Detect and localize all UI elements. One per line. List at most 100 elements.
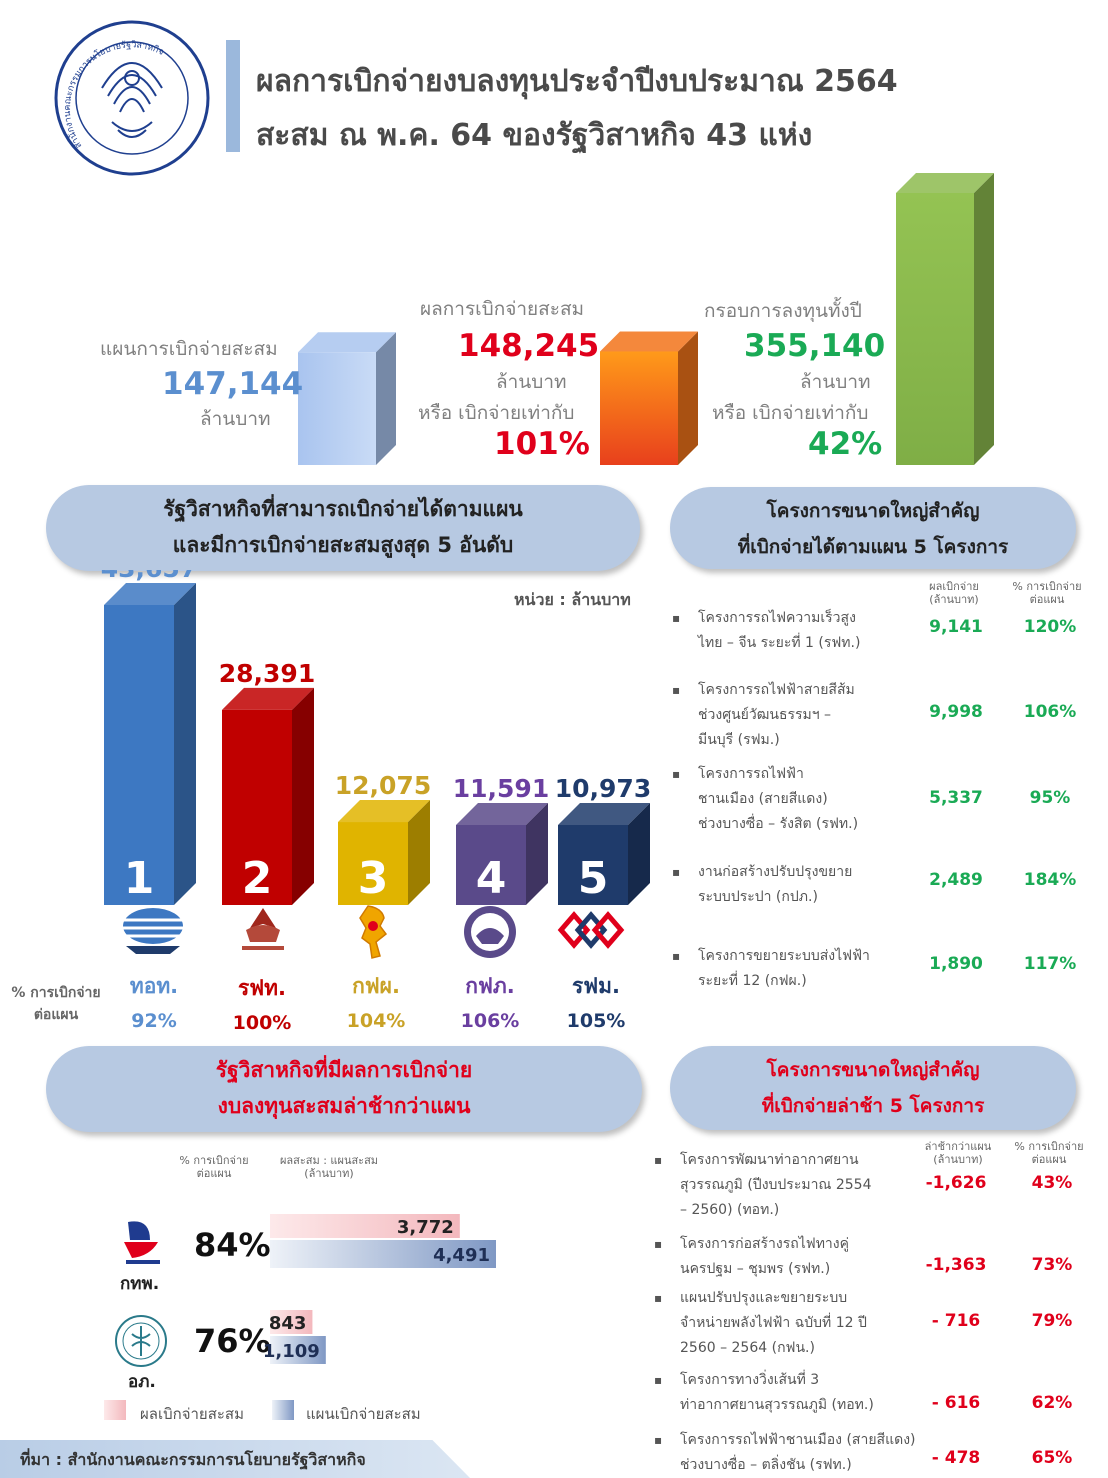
actual-or-label: หรือ เบิกจ่ายเท่ากับ xyxy=(418,402,575,424)
footer-source: ที่มา : สำนักงานคณะกรรมการนโยบายรัฐวิสาห… xyxy=(20,1450,366,1469)
delayed-proj-col1-header: ล่าช้ากว่าแผน (ล้านบาท) xyxy=(918,1140,998,1166)
big_delayed-item-line: ท่าอากาศยานสุวรรณภูมิ (ทอท.) xyxy=(680,1397,874,1413)
big_delayed-item-value: - 478 xyxy=(931,1448,981,1468)
summary-bar-total-top xyxy=(896,173,994,193)
big_delayed-item-line: โครงการทางวิ่งเส้นที่ 3 xyxy=(680,1372,820,1388)
delayed-actual-bar-2 xyxy=(270,1310,313,1334)
big_delayed-item-pct: 62% xyxy=(1031,1393,1073,1413)
big_on_plan-item-line: มีนบุรี (รฟม.) xyxy=(698,732,780,748)
big_delayed-item-line: โครงการก่อสร้างรถไฟทางคู่ xyxy=(680,1236,849,1252)
plan-unit: ล้านบาท xyxy=(200,408,271,430)
summary-bar-actual-side xyxy=(678,331,698,465)
big_on_plan-item-pct: 184% xyxy=(1023,870,1077,890)
big_on_plan-item-pct: 106% xyxy=(1023,702,1077,722)
summary-chart xyxy=(298,173,994,465)
delayed-proj-col2-line1: % การเบิกจ่าย xyxy=(1014,1140,1084,1153)
exat-logo xyxy=(124,1221,160,1264)
top5-bar-4 xyxy=(456,825,526,905)
top5-bar-1-side xyxy=(174,583,196,905)
big_delayed-item-value: -1,626 xyxy=(925,1173,987,1193)
delayed-plan-label-2: 1,109 xyxy=(263,1341,320,1362)
delayed-chart: 3,772 4,491 843 1,109 xyxy=(263,1214,496,1364)
big_delayed-item-line: 2560 – 2564 (กฟน.) xyxy=(680,1340,815,1356)
abbr-srt: รฟท. xyxy=(238,976,286,1000)
summary-bar-total xyxy=(896,193,974,465)
title-accent-bar xyxy=(226,40,240,152)
top5-bar-5 xyxy=(558,825,628,905)
delayed-col2-line1: ผลสะสม : แผนสะสม xyxy=(279,1154,379,1167)
top5-bar-2 xyxy=(222,709,292,905)
big_on_plan-item-line: ช่วงศูนย์วัฒนธรรมฯ – xyxy=(698,707,832,723)
bullet-icon: ▪ xyxy=(654,1153,663,1167)
delayed-title-pill: รัฐวิสาหกิจที่มีผลการเบิกจ่าย งบลงทุนสะส… xyxy=(46,1046,642,1132)
pea-logo xyxy=(464,906,516,958)
big_delayed-item-text: โครงการพัฒนาท่าอากาศยาน สุวรรณภูมิ (ปีงบป… xyxy=(680,1148,880,1223)
actual-unit: ล้านบาท xyxy=(496,371,567,393)
top5-bar-2-top xyxy=(222,687,314,710)
bullet-icon: ▪ xyxy=(672,865,681,879)
summary-bar-plan xyxy=(298,352,376,465)
on-plan-col2-header: % การเบิกจ่าย ต่อแผน xyxy=(1002,580,1092,606)
abbr-exat: กทพ. xyxy=(120,1274,160,1294)
pct-egat: 104% xyxy=(346,1010,406,1032)
total-unit: ล้านบาท xyxy=(800,371,871,393)
top5-value-label-5: 10,973 xyxy=(555,774,651,803)
srt-logo xyxy=(242,908,284,950)
big_on_plan-item-line: งานก่อสร้างปรับปรุงขยาย xyxy=(698,864,853,880)
big_on_plan-item-line: โครงการรถไฟฟ้า xyxy=(698,766,804,782)
pct-mrta: 105% xyxy=(566,1010,626,1032)
pct-row-label: % การเบิกจ่าย ต่อแผน xyxy=(6,982,106,1026)
sepo-logo: สำนักงานคณะกรรมการนโยบายรัฐวิสาหกิจ xyxy=(54,20,210,176)
delayed-col1-line1: % การเบิกจ่าย xyxy=(179,1154,249,1167)
big-delayed-title-line2: ที่เบิกจ่ายล่าช้า 5 โครงการ xyxy=(761,1095,985,1117)
big_on_plan-item-value: 5,337 xyxy=(929,788,983,808)
delayed-actual-label-1: 3,772 xyxy=(397,1217,454,1238)
plan-value: 147,144 xyxy=(162,366,304,402)
legend-plan-swatch xyxy=(272,1400,294,1420)
bullet-icon: ▪ xyxy=(672,767,681,781)
footer-strip xyxy=(0,1440,470,1478)
delayed-plan-bar-2 xyxy=(270,1336,326,1364)
big_delayed-item-line: จำหน่ายพลังไฟฟ้า ฉบับที่ 12 ปี xyxy=(680,1315,867,1331)
big_on_plan-item-value: 1,890 xyxy=(929,954,983,974)
big_delayed-item-text: โครงการทางวิ่งเส้นที่ 3 ท่าอากาศยานสุวรรณ… xyxy=(680,1368,880,1418)
delayed-proj-col2-line2: ต่อแผน xyxy=(1031,1153,1067,1166)
delayed-proj-col1-line1: ล่าช้ากว่าแผน xyxy=(924,1140,992,1153)
top5-bar-3 xyxy=(338,822,408,905)
big_on_plan-item-text: โครงการรถไฟฟ้าสายสีส้มช่วงศูนย์วัฒนธรรมฯ… xyxy=(698,678,898,753)
top5-rank-3: 3 xyxy=(358,853,389,904)
delayed-actual-bar-1 xyxy=(270,1214,460,1238)
big_delayed-item-line: ช่วงบางซื่อ – ตลิ่งชัน (รฟท.) xyxy=(680,1457,852,1473)
big_on_plan-item-pct: 117% xyxy=(1023,954,1077,974)
actual-value: 148,245 xyxy=(458,328,600,364)
big_on_plan-item-pct: 120% xyxy=(1023,617,1077,637)
big_on_plan-item-line: ไทย – จีน ระยะที่ 1 (รฟท.) xyxy=(698,635,861,651)
bullet-icon: ▪ xyxy=(672,683,681,697)
pct-exat: 84% xyxy=(194,1226,271,1264)
big_on_plan-item-line: ระบบประปา (กปภ.) xyxy=(698,889,818,905)
top5-rank-5: 5 xyxy=(578,853,609,904)
big_on_plan-item-text: โครงการรถไฟฟ้า ชานเมือง (สายสีแดง) ช่วงบาง… xyxy=(698,762,898,837)
pct-row-label-line2: ต่อแผน xyxy=(33,1007,79,1023)
delayed-col1-line2: ต่อแผน xyxy=(196,1167,232,1180)
summary-bar-plan-top xyxy=(298,332,396,353)
bullet-icon: ▪ xyxy=(654,1433,663,1447)
big_delayed-item-pct: 73% xyxy=(1031,1255,1073,1275)
top5-bar-4-side xyxy=(526,803,548,905)
pct-srt: 100% xyxy=(232,1012,292,1034)
big_on_plan-item-text: งานก่อสร้างปรับปรุงขยายระบบประปา (กปภ.) xyxy=(698,860,898,910)
bullet-icon: ▪ xyxy=(672,949,681,963)
total-value: 355,140 xyxy=(744,328,886,364)
big_on_plan-item-line: โครงการรถไฟฟ้าสายสีส้ม xyxy=(698,682,855,698)
legend-plan-label: แผนเบิกจ่ายสะสม xyxy=(306,1405,421,1423)
big_delayed-item-pct: 79% xyxy=(1031,1311,1073,1331)
top5-bar-5-top xyxy=(558,803,650,825)
on-plan-col1-header: ผลเบิกจ่าย (ล้านบาท) xyxy=(918,580,990,606)
pct-aot: 92% xyxy=(131,1010,177,1032)
mrta-logo xyxy=(557,911,625,949)
abbr-egat: กฟผ. xyxy=(352,974,400,998)
delayed-proj-list: ▪ โครงการพัฒนาท่าอากาศยาน สุวรรณภูมิ (ปีงบ… xyxy=(654,0,1104,1478)
top5-rank-4: 4 xyxy=(476,853,507,904)
delayed-col2-header: ผลสะสม : แผนสะสม (ล้านบาท) xyxy=(274,1154,384,1180)
big_delayed-item-value: - 616 xyxy=(931,1393,981,1413)
